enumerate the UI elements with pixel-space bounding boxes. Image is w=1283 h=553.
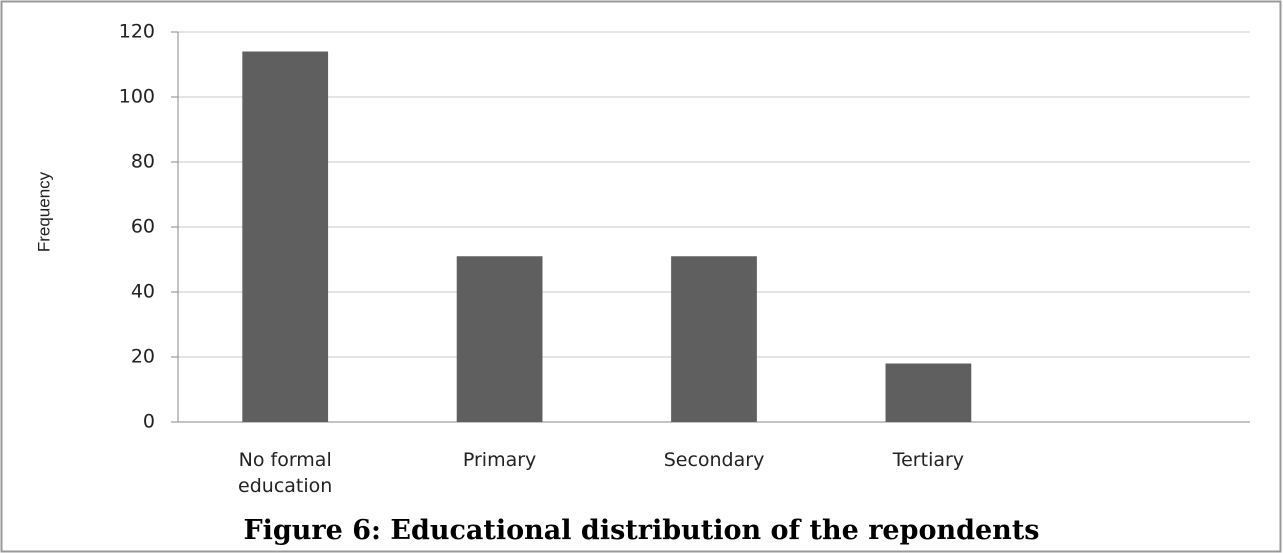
y-tick-label: 0 [143,411,155,433]
y-axis-label: Frequency [34,171,53,252]
bar [456,256,543,422]
x-tick-label: Primary [462,449,537,471]
x-tick-label: Secondary [663,449,765,471]
y-tick-label: 120 [119,21,155,43]
x-tick-label: Tertiary [892,449,965,471]
chart-title: Figure 6: Educational distribution of th… [243,515,1040,546]
bar [242,51,329,422]
y-tick-label: 20 [131,346,155,368]
y-tick-label: 80 [131,151,155,173]
bar [885,363,972,422]
y-tick-label: 40 [131,281,155,303]
y-tick-label: 60 [131,216,155,238]
x-tick-label: No formal education [238,449,333,497]
bar [671,256,757,422]
y-tick-label: 100 [119,86,155,108]
